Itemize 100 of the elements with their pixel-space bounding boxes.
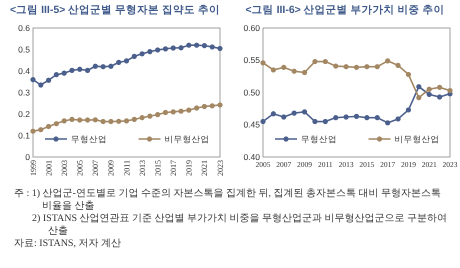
point [92,64,98,69]
point [374,115,380,120]
x-tick-label: 2015 [153,160,162,176]
point [38,127,44,132]
point [77,117,82,123]
y-tick-label: 0 [25,152,30,162]
point [322,58,328,64]
point [217,46,223,52]
point [54,72,59,78]
point [155,47,160,53]
point [437,94,442,100]
point [124,58,130,64]
point [100,118,106,124]
point [162,46,168,52]
point [281,64,286,70]
point [447,88,453,94]
y-tick-label: 0.3 [18,87,30,98]
point [162,110,168,116]
point [116,118,122,124]
y-tick-label: 0.4 [18,66,30,76]
point [46,78,52,83]
point [395,116,401,122]
y-tick-label: 0.55 [243,55,260,66]
point [178,45,184,50]
point [202,104,208,110]
point [374,64,380,70]
chart-title: <그림 III-6> 산업군별 부가가치 비중 추이 [246,4,444,16]
point [30,77,36,82]
point [69,68,75,73]
point [333,115,338,120]
x-tick-label: 2021 [200,160,210,176]
point [202,43,208,48]
x-tick-label: 2001 [44,160,54,176]
point [147,49,152,54]
point [139,115,145,120]
y-tick-label: 0.1 [18,130,30,140]
y-tick-label: 0.5 [18,44,30,54]
point [416,95,422,100]
point [302,70,308,76]
point [62,118,67,124]
text: 주 : 1) 산업군-연도별로 기업 수준의 자본스톡을 집계한 뒤, 집계된 총자본스톡 대비 무형자본스톡 비율을 산출 [14,188,441,212]
y-tick-label: 0.40 [243,152,260,162]
x-tick-label: 2019 [184,160,194,176]
point [281,114,286,120]
legend-label: 비무형산업 [164,134,210,144]
point [364,64,370,70]
y-tick-label: 0.6 [18,22,30,33]
point [46,124,52,130]
x-tick-label: 2009 [106,160,116,176]
point [210,44,215,50]
point [344,114,349,120]
point [155,112,160,118]
point [170,109,176,114]
point [210,103,215,108]
x-tick-label: 2023 [216,160,225,176]
point [139,51,145,56]
y-tick-label: 0.45 [243,120,260,130]
point [385,120,390,126]
point [38,82,44,88]
point [116,60,122,65]
point [62,70,67,76]
legend-label: 비무형산업 [394,134,440,144]
point [194,105,200,111]
point [124,118,130,124]
point [260,118,266,124]
text: 자료: ISTANS, 저자 계산 [14,238,121,249]
x-tick-label: 2003 [60,160,69,176]
point [108,118,114,124]
text: 2) ISTANS 산업연관표 기준 산업별 부가가치 비중을 무형산업군과 비무형산업군으로 구분하여 산출 [32,213,448,236]
point [270,67,276,73]
legend-label: 무형산업 [71,134,107,144]
legend-label: 무형산업 [301,134,337,144]
point [292,68,297,74]
point [69,116,75,122]
point [426,92,432,98]
point [302,109,308,114]
point [354,114,360,119]
point [364,115,370,120]
point [132,54,137,59]
point [426,86,432,92]
point [217,102,223,108]
point [437,84,442,90]
point [270,111,276,116]
point [178,108,184,114]
x-tick-label: 1999 [28,160,38,176]
point [147,114,152,119]
y-tick-label: 0.60 [243,22,260,33]
point [194,42,200,48]
x-tick-label: 2005 [76,160,85,176]
point [312,118,318,124]
point [292,110,297,116]
point [186,108,192,113]
point [84,117,90,123]
point [260,60,266,66]
point [395,62,401,68]
point [186,42,192,48]
point [344,64,349,70]
point [322,118,328,124]
point [92,117,98,122]
point [100,64,106,70]
